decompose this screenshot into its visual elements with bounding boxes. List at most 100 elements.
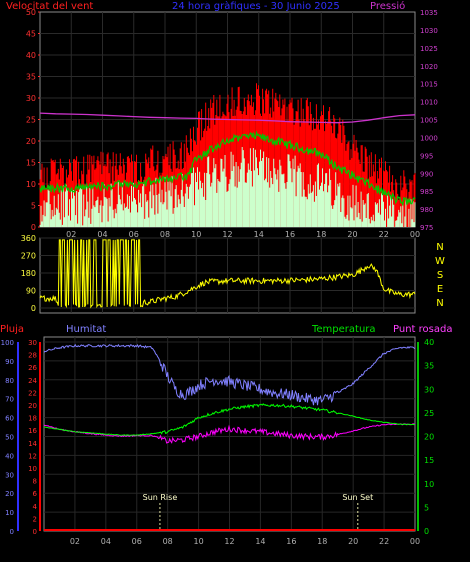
- temperature-tick-label: 0: [424, 527, 429, 536]
- humidity-series: [43, 343, 416, 406]
- wind-axis-title: Velocitat del vent: [6, 1, 93, 12]
- humidity-tick-label: 70: [5, 396, 14, 404]
- panel-humidity-series: [43, 343, 416, 531]
- direction-tick-label: 90: [26, 287, 36, 296]
- rain-tick-label: 10: [28, 465, 37, 473]
- humidity-tick-label: 60: [5, 415, 14, 423]
- x-tick-label: 02: [66, 230, 76, 239]
- temperature-tick-labels: 0 5 10 15 20 25 30 35 40: [417, 338, 434, 536]
- pressure-tick-label: 1010: [420, 99, 438, 107]
- rain-tick-label: 2: [33, 515, 37, 523]
- wind-tick-label: 30: [26, 94, 36, 103]
- pressure-tick-label: 1035: [420, 9, 438, 17]
- pressure-tick-labels: 975 980 985 990 995 1000 1005 1010 1015 1020 1025 1…: [420, 9, 438, 232]
- temperature-tick-label: 40: [424, 338, 434, 347]
- temperature-tick-label: 25: [424, 409, 434, 418]
- compass-label: S: [437, 270, 443, 281]
- x-tick-label: 10: [191, 230, 201, 239]
- rain-tick-label: 8: [33, 478, 37, 486]
- x-tick-label: 14: [254, 230, 264, 239]
- wind-tick-labels: 0 5 10 15 20 25 30 35 40 45 50: [26, 8, 40, 232]
- x-tick-label: 00: [410, 537, 420, 546]
- x-tick-label: 12: [224, 537, 234, 546]
- x-tick-label: 20: [347, 230, 357, 239]
- compass-label: E: [437, 284, 443, 295]
- rain-axis-title: Pluja: [0, 324, 24, 335]
- wind-tick-label: 40: [26, 51, 36, 60]
- x-tick-label: 18: [317, 537, 327, 546]
- humidity-tick-label: 90: [5, 358, 14, 366]
- panel-humidity-x-ticks: 02 04 06 08 10 12 14 16 18 20 22 00: [70, 537, 420, 546]
- x-tick-label: 18: [316, 230, 326, 239]
- rain-tick-label: 12: [28, 452, 37, 460]
- pressure-tick-label: 1015: [420, 81, 438, 89]
- wind-tick-label: 50: [26, 8, 36, 17]
- sun-annotations: Sun Rise Sun Set: [143, 493, 373, 531]
- rain-tick-label: 28: [28, 352, 37, 360]
- pressure-tick-label: 980: [420, 206, 433, 214]
- temperature-tick-label: 35: [424, 362, 434, 371]
- rain-tick-label: 6: [33, 490, 38, 498]
- x-tick-label: 22: [379, 537, 389, 546]
- compass-label: N: [436, 242, 443, 253]
- x-tick-label: 10: [193, 537, 203, 546]
- x-tick-label: 00: [410, 230, 420, 239]
- wind-tick-label: 10: [26, 180, 36, 189]
- wind-tick-label: 5: [31, 202, 36, 211]
- rain-tick-label: 24: [28, 377, 37, 385]
- temperature-tick-label: 5: [424, 503, 429, 512]
- x-tick-label: 02: [70, 537, 80, 546]
- pressure-tick-label: 1030: [420, 27, 438, 35]
- rain-tick-label: 14: [28, 440, 37, 448]
- rain-tick-label: 22: [28, 389, 37, 397]
- x-tick-label: 04: [97, 230, 107, 239]
- x-tick-label: 12: [222, 230, 232, 239]
- panel-direction-series: [39, 239, 416, 309]
- rain-tick-label: 26: [28, 364, 37, 372]
- humidity-tick-label: 0: [10, 528, 14, 536]
- x-tick-label: 06: [129, 230, 139, 239]
- x-tick-label: 04: [101, 537, 111, 546]
- wind-tick-label: 25: [26, 116, 36, 125]
- temperature-axis-title: Temperatura: [311, 324, 376, 335]
- wind-tick-label: 0: [31, 223, 36, 232]
- x-tick-label: 16: [285, 230, 295, 239]
- panel-wind-x-ticks: 02 04 06 08 10 12 14 16 18 20 22 00: [66, 230, 420, 239]
- humidity-tick-label: 80: [5, 377, 14, 385]
- wind-tick-label: 15: [26, 159, 36, 168]
- pressure-tick-label: 985: [420, 188, 433, 196]
- direction-tick-label: 270: [21, 252, 36, 261]
- rain-tick-label: 18: [28, 415, 37, 423]
- humidity-tick-label: 10: [5, 509, 14, 517]
- page-title: 24 hora gràfiques - 30 Junio 2025: [172, 0, 340, 12]
- wind-direction-series: [39, 239, 416, 309]
- pressure-tick-label: 1020: [420, 63, 438, 71]
- rain-tick-label: 0: [33, 528, 37, 536]
- rain-tick-label: 16: [28, 427, 37, 435]
- sun-marker-label: Sun Rise: [143, 493, 178, 502]
- pressure-axis-title: Pressió: [370, 0, 405, 12]
- x-tick-label: 20: [348, 537, 358, 546]
- pressure-tick-label: 1000: [420, 134, 438, 142]
- direction-tick-labels: 0 90 180 270 360: [21, 234, 36, 313]
- humidity-tick-labels: 0 10 20 30 40 50 60 70 80 90 100: [1, 339, 19, 536]
- wind-avg-series: [39, 130, 416, 207]
- temperature-tick-label: 20: [424, 433, 434, 442]
- compass-label: W: [435, 256, 445, 267]
- humidity-tick-label: 30: [5, 471, 14, 479]
- x-tick-label: 22: [379, 230, 389, 239]
- pressure-series: [39, 112, 416, 124]
- temperature-series: [43, 403, 416, 436]
- humidity-tick-label: 50: [5, 434, 14, 442]
- sun-marker-label: Sun Set: [342, 493, 373, 502]
- humidity-tick-label: 40: [5, 452, 14, 460]
- humidity-tick-label: 20: [5, 490, 14, 498]
- pressure-tick-label: 1005: [420, 117, 438, 125]
- rain-tick-label: 30: [28, 339, 37, 347]
- direction-tick-label: 180: [21, 269, 36, 278]
- direction-tick-label: 0: [31, 304, 36, 313]
- temperature-tick-label: 15: [424, 456, 434, 465]
